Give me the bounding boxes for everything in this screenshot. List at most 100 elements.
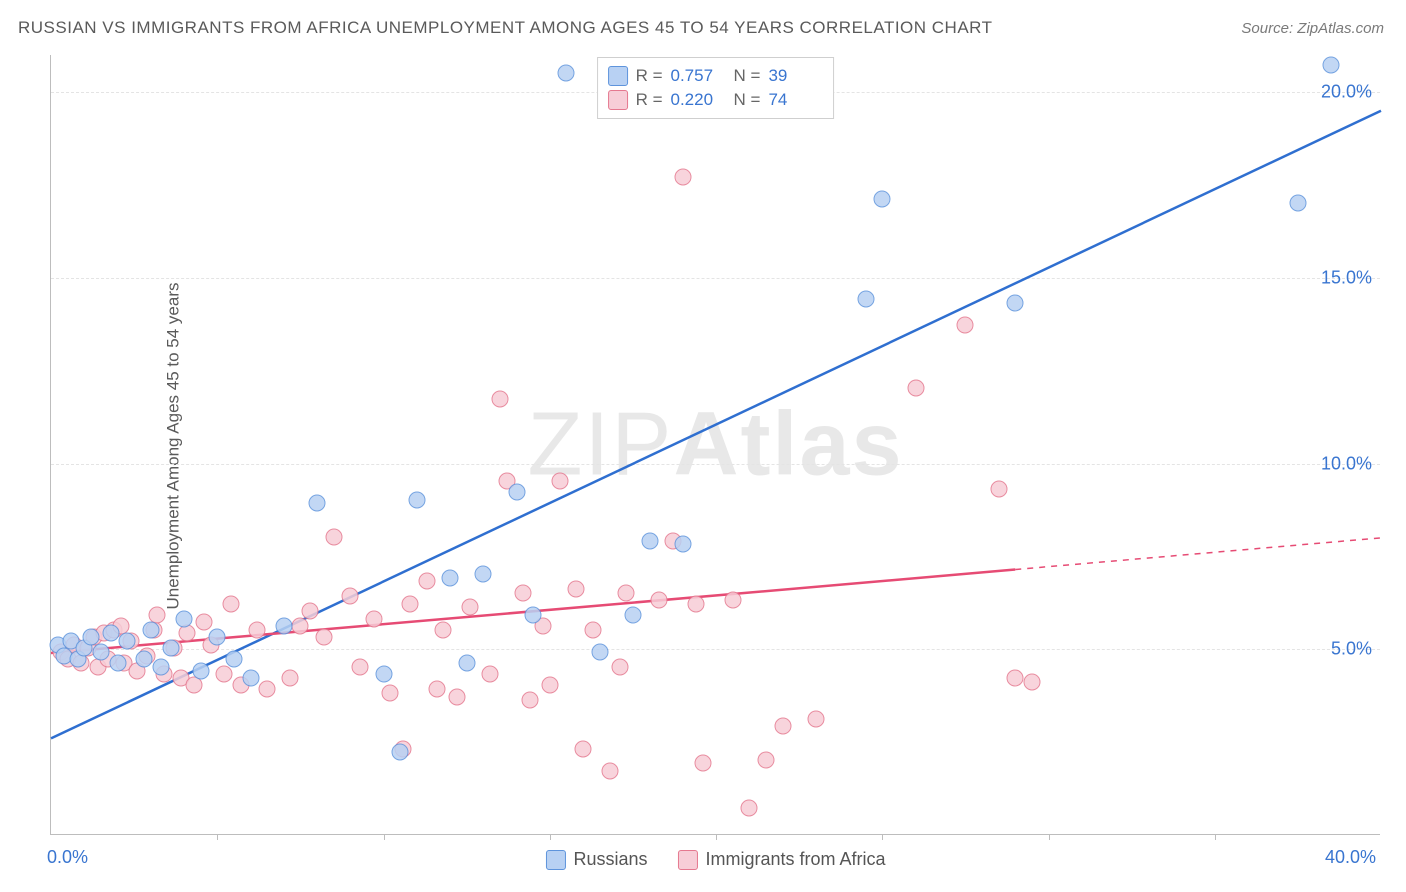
y-tick-label: 15.0%	[1321, 267, 1372, 288]
data-point	[428, 681, 445, 698]
data-point	[641, 532, 658, 549]
data-point	[275, 618, 292, 635]
data-point	[352, 658, 369, 675]
data-point	[92, 644, 109, 661]
data-point	[515, 584, 532, 601]
data-point	[209, 629, 226, 646]
data-point	[688, 595, 705, 612]
x-max-label: 40.0%	[1325, 847, 1376, 868]
swatch-immigrants	[608, 90, 628, 110]
n-label: N =	[734, 66, 761, 86]
data-point	[1023, 673, 1040, 690]
data-point	[418, 573, 435, 590]
data-point	[442, 569, 459, 586]
correlation-legend-row: R = 0.757 N = 39	[608, 64, 824, 88]
data-point	[957, 317, 974, 334]
source-attribution: Source: ZipAtlas.com	[1241, 20, 1384, 37]
watermark: ZIPAtlas	[527, 393, 903, 496]
regression-line	[51, 111, 1381, 739]
data-point	[674, 168, 691, 185]
data-point	[807, 710, 824, 727]
data-point	[774, 718, 791, 735]
regression-line-extrapolated	[1015, 538, 1381, 570]
r-label: R =	[636, 90, 663, 110]
series-label-immigrants: Immigrants from Africa	[705, 849, 885, 870]
source-prefix: Source:	[1241, 20, 1297, 37]
data-point	[1289, 194, 1306, 211]
data-point	[575, 740, 592, 757]
chart-title: RUSSIAN VS IMMIGRANTS FROM AFRICA UNEMPL…	[18, 18, 993, 38]
data-point	[402, 595, 419, 612]
gridline	[51, 464, 1380, 465]
data-point	[521, 692, 538, 709]
gridline	[51, 649, 1380, 650]
x-tick	[550, 834, 551, 840]
gridline	[51, 278, 1380, 279]
data-point	[249, 621, 266, 638]
data-point	[119, 632, 136, 649]
data-point	[375, 666, 392, 683]
series-legend: Russians Immigrants from Africa	[545, 849, 885, 870]
data-point	[601, 762, 618, 779]
data-point	[624, 606, 641, 623]
series-label-russians: Russians	[573, 849, 647, 870]
data-point	[102, 625, 119, 642]
data-point	[741, 800, 758, 817]
data-point	[1007, 294, 1024, 311]
r-value-immigrants: 0.220	[671, 90, 726, 110]
data-point	[365, 610, 382, 627]
data-point	[481, 666, 498, 683]
watermark-light: ZIP	[527, 394, 673, 494]
y-tick-label: 20.0%	[1321, 82, 1372, 103]
series-legend-item: Russians	[545, 849, 647, 870]
data-point	[674, 536, 691, 553]
data-point	[136, 651, 153, 668]
data-point	[990, 480, 1007, 497]
x-tick	[1215, 834, 1216, 840]
data-point	[302, 603, 319, 620]
r-value-russians: 0.757	[671, 66, 726, 86]
r-label: R =	[636, 66, 663, 86]
data-point	[215, 666, 232, 683]
data-point	[382, 684, 399, 701]
data-point	[195, 614, 212, 631]
data-point	[1323, 57, 1340, 74]
data-point	[611, 658, 628, 675]
data-point	[874, 190, 891, 207]
data-point	[651, 592, 668, 609]
data-point	[558, 64, 575, 81]
data-point	[109, 655, 126, 672]
data-point	[461, 599, 478, 616]
data-point	[724, 592, 741, 609]
series-legend-item: Immigrants from Africa	[677, 849, 885, 870]
data-point	[222, 595, 239, 612]
swatch-russians	[608, 66, 628, 86]
swatch-immigrants	[677, 850, 697, 870]
data-point	[694, 755, 711, 772]
data-point	[292, 618, 309, 635]
regression-lines-layer	[51, 55, 1380, 834]
plot-area: ZIPAtlas 5.0%10.0%15.0%20.0% R = 0.757 N…	[50, 55, 1380, 835]
x-tick	[1049, 834, 1050, 840]
data-point	[525, 606, 542, 623]
data-point	[491, 391, 508, 408]
data-point	[185, 677, 202, 694]
data-point	[475, 566, 492, 583]
data-point	[857, 291, 874, 308]
y-tick-label: 10.0%	[1321, 453, 1372, 474]
x-tick	[716, 834, 717, 840]
data-point	[179, 625, 196, 642]
x-tick	[384, 834, 385, 840]
data-point	[568, 580, 585, 597]
data-point	[325, 528, 342, 545]
data-point	[282, 670, 299, 687]
data-point	[1007, 670, 1024, 687]
n-value-immigrants: 74	[768, 90, 823, 110]
n-value-russians: 39	[768, 66, 823, 86]
data-point	[757, 751, 774, 768]
data-point	[142, 621, 159, 638]
data-point	[315, 629, 332, 646]
correlation-legend: R = 0.757 N = 39 R = 0.220 N = 74	[597, 57, 835, 119]
data-point	[551, 473, 568, 490]
source-name: ZipAtlas.com	[1297, 20, 1384, 37]
